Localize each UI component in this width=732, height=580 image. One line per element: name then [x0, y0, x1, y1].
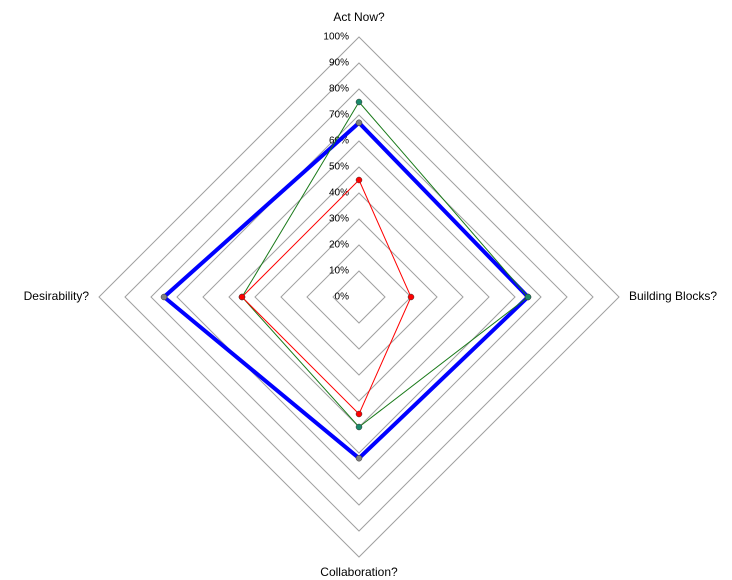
r-tick-label: 10% — [329, 266, 349, 277]
r-tick-label: 70% — [329, 110, 349, 121]
grid-ring — [176, 114, 542, 480]
data-point — [524, 293, 532, 301]
grid-ring — [306, 244, 412, 350]
r-tick-label: 30% — [329, 214, 349, 225]
grid-ring — [124, 62, 594, 532]
category-label: Desirability? — [24, 289, 90, 303]
data-point — [355, 98, 363, 106]
r-tick-label: 20% — [329, 240, 349, 251]
category-label: Act Now? — [333, 10, 385, 24]
data-point — [160, 293, 168, 301]
data-point — [238, 293, 246, 301]
r-tick-label: 40% — [329, 188, 349, 199]
r-tick-label: 0% — [335, 292, 350, 303]
r-tick-label: 100% — [323, 32, 349, 43]
grid-ring — [280, 218, 438, 376]
data-point — [355, 119, 363, 127]
data-point — [355, 423, 363, 431]
r-tick-label: 90% — [329, 58, 349, 69]
category-label: Building Blocks? — [629, 289, 717, 303]
series-line — [160, 120, 531, 461]
grid-ring — [254, 192, 464, 402]
r-tick-label: 50% — [329, 162, 349, 173]
grid-ring — [202, 140, 516, 454]
grid-ring — [332, 270, 386, 324]
grid-ring — [98, 36, 620, 558]
r-tick-label: 80% — [329, 84, 349, 95]
grid-ring — [150, 88, 568, 506]
data-point — [355, 454, 363, 462]
data-point — [407, 293, 415, 301]
data-point — [355, 176, 363, 184]
data-point — [355, 410, 363, 418]
category-label: Collaboration? — [320, 565, 398, 579]
